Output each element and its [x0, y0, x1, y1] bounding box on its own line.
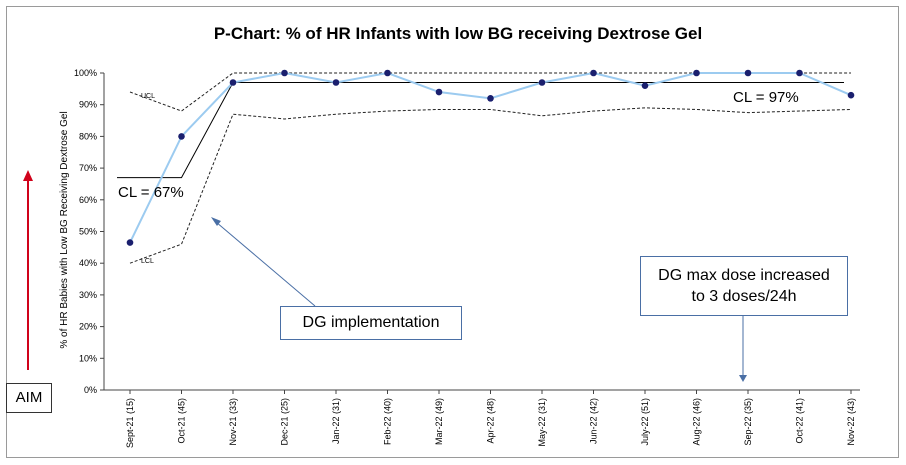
y-tick-label: 30%	[79, 290, 97, 300]
y-tick-label: 40%	[79, 258, 97, 268]
data-point	[435, 88, 443, 96]
x-tick-label: Feb-22 (40)	[383, 398, 393, 445]
y-tick-label: 50%	[79, 227, 97, 237]
chart-title: P-Chart: % of HR Infants with low BG rec…	[214, 24, 702, 43]
x-tick-label: May-22 (31)	[537, 398, 547, 447]
cl-before-label: CL = 67%	[118, 184, 184, 201]
data-point	[332, 79, 340, 86]
dose-label-line1: DG max dose increased	[658, 267, 830, 284]
y-tick-label: 100%	[74, 68, 97, 78]
data-point	[384, 69, 391, 77]
data-point	[847, 91, 855, 99]
dose-label-line2: to 3 doses/24h	[691, 288, 797, 305]
x-tick-label: Aug-22 (46)	[692, 398, 702, 446]
lcl-label: LCL	[141, 258, 154, 265]
aim-arrow-head	[23, 170, 33, 181]
dose-callout: DG max dose increased to 3 doses/24h	[640, 256, 848, 316]
data-point	[590, 69, 597, 77]
aim-label: AIM	[15, 389, 43, 406]
x-ticks: Sept-21 (15) Oct-21 (45) Nov-21 (33) Dec-21…	[125, 390, 856, 448]
data-point	[126, 239, 134, 246]
x-tick-label: Nov-21 (33)	[228, 398, 238, 446]
x-tick-label: Oct-22 (41)	[795, 398, 805, 444]
data-point	[229, 79, 237, 86]
ucl-label: UCL	[141, 93, 155, 100]
data-point	[538, 79, 546, 86]
implementation-arrow-line	[215, 221, 316, 307]
center-line	[117, 82, 844, 179]
y-tick-label: 60%	[79, 195, 97, 205]
x-tick-label: Jun-22 (42)	[589, 398, 599, 444]
implementation-arrow-head	[211, 217, 221, 226]
lcl-line	[129, 107, 852, 264]
data-point	[744, 69, 752, 77]
aim-box: AIM	[6, 383, 52, 413]
x-tick-label: Sep-22 (35)	[743, 398, 753, 446]
x-tick-label: Apr-22 (48)	[486, 398, 496, 444]
y-tick-label: 90%	[79, 100, 97, 110]
y-tick-label: 0%	[84, 385, 97, 395]
implementation-label: DG implementation	[302, 314, 440, 331]
x-tick-label: Dec-21 (25)	[280, 398, 290, 446]
x-tick-label: Nov-22 (43)	[846, 398, 856, 446]
data-point	[796, 69, 803, 77]
dose-arrow-head	[739, 375, 747, 382]
data-point	[178, 133, 185, 140]
x-tick-label: July-22 (51)	[640, 398, 650, 446]
y-tick-label: 10%	[79, 353, 97, 363]
x-tick-label: Mar-22 (49)	[434, 398, 444, 445]
data-point	[281, 69, 288, 77]
chart-frame	[6, 6, 899, 458]
y-tick-label: 80%	[79, 131, 97, 141]
y-tick-label: 70%	[79, 163, 97, 173]
data-point	[487, 95, 494, 102]
implementation-callout: DG implementation	[280, 306, 462, 340]
x-tick-label: Sept-21 (15)	[125, 398, 135, 448]
cl-after-label: CL = 97%	[733, 89, 799, 106]
data-point	[693, 69, 700, 77]
x-tick-label: Oct-21 (45)	[177, 398, 187, 444]
y-tick-label: 20%	[79, 322, 97, 332]
data-series	[126, 69, 855, 246]
data-point	[641, 82, 649, 89]
x-tick-label: Jan-22 (31)	[331, 398, 341, 444]
y-axis-label: % of HR Babies with Low BG Receiving Dex…	[59, 111, 70, 348]
y-ticks: 0% 10% 20% 30% 40% 50% 60% 70% 80% 90% 100%	[74, 68, 104, 395]
